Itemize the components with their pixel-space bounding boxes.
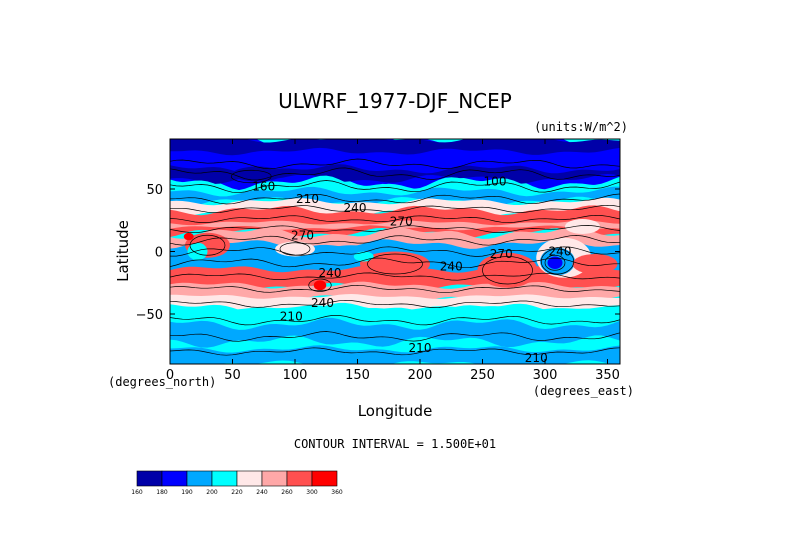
contour-line-13: [170, 315, 620, 326]
colorbar-level-label: 260: [281, 489, 293, 496]
contour-ring-7: [230, 169, 272, 184]
x-axis-label: Longitude: [358, 402, 433, 420]
region-8: [187, 242, 208, 261]
x-axis-ticks: 0 50 100 150 200 250 300 350: [166, 139, 620, 383]
contour-label: 240: [319, 266, 342, 280]
contour-labels: 160 100 210 240 270 270 240 270 240 240 240 210 210 2…: [252, 175, 571, 365]
contour-ring-2: [189, 234, 226, 256]
contour-line-1: [170, 167, 620, 181]
contour-line-3: [170, 193, 620, 205]
contour-line-10: [170, 272, 620, 281]
contour-label: 210: [409, 341, 432, 355]
contour-ring-6: [279, 242, 311, 256]
region-7: [183, 232, 194, 241]
colorbar-swatch: [286, 470, 313, 487]
colorbar: 160 180 190 200 220 240 260 300 360: [131, 470, 343, 496]
colorbar-level-label: 180: [156, 489, 168, 496]
colorbar-level-label: 360: [331, 489, 343, 496]
colorbar-level-label: 220: [231, 489, 243, 496]
colorbar-level-label: 160: [131, 489, 143, 496]
band-4: [170, 186, 620, 207]
contour-line-0: [170, 158, 620, 170]
x-tick-label: 0: [166, 368, 174, 383]
contour-label: 270: [291, 228, 314, 242]
contour-line-6: [170, 225, 620, 234]
contour-line-5: [170, 214, 620, 224]
shaded-bands: [170, 139, 620, 364]
y-tick-label: 0: [155, 246, 163, 261]
band-7: [170, 220, 620, 231]
colorbar-swatch: [161, 470, 188, 487]
colorbar-swatch: [261, 470, 288, 487]
y-tick-label: −50: [136, 308, 163, 323]
contour-ring-0: [482, 256, 533, 285]
colorbar-swatch: [311, 470, 338, 487]
contour-ring-4: [544, 254, 566, 271]
colorbar-level-label: 200: [206, 489, 218, 496]
contour-label: 210: [280, 310, 303, 324]
x-tick-label: 50: [224, 368, 241, 383]
x-unit-label: (degrees_east): [533, 384, 634, 398]
y-axis-ticks: 50 0 −50: [136, 183, 620, 323]
colorbar-level-label: 190: [181, 489, 193, 496]
colorbar-level-label: 300: [306, 489, 318, 496]
region-13: [565, 219, 600, 234]
x-tick-label: 100: [283, 368, 308, 383]
contour-line-15: [170, 347, 620, 356]
region-14: [572, 254, 618, 274]
y-unit-label: (degrees_north): [108, 375, 216, 389]
x-tick-label: 350: [595, 368, 620, 383]
colorbar-swatch: [186, 470, 213, 487]
contour-line-11: [170, 284, 620, 294]
units-label: (units:W/m^2): [534, 120, 628, 134]
colorbar-swatch: [236, 470, 263, 487]
region-5: [547, 256, 563, 269]
contour-line-8: [170, 246, 620, 257]
contour-label: 270: [390, 215, 413, 229]
x-tick-label: 300: [533, 368, 558, 383]
contour-label: 100: [484, 175, 507, 189]
contour-line-9: [170, 257, 620, 269]
contour-label: 210: [525, 351, 548, 365]
contour-line-7: [170, 235, 620, 246]
colorbar-swatch: [136, 470, 163, 487]
region-6: [313, 280, 327, 291]
contour-line-12: [170, 299, 620, 308]
contour-label: 240: [311, 296, 334, 310]
contour-label: 270: [490, 247, 513, 261]
contour-label: 160: [252, 180, 275, 194]
contour-label: 240: [549, 245, 572, 259]
contour-line-2: [170, 180, 620, 194]
band-14: [170, 317, 620, 348]
contour-line-4: [170, 204, 620, 214]
colorbar-swatch: [211, 470, 238, 487]
colorbar-level-label: 240: [256, 489, 268, 496]
region-0: [477, 252, 538, 288]
contour-label: 240: [440, 260, 463, 274]
contour-interval-text: CONTOUR INTERVAL = 1.500E+01: [294, 437, 496, 451]
x-tick-label: 250: [470, 368, 495, 383]
contour-label: 210: [296, 192, 319, 206]
contour-ring-5: [308, 278, 332, 292]
contour-ring-1: [367, 253, 423, 275]
contour-line-14: [170, 331, 620, 342]
contour-label: 240: [344, 201, 367, 215]
contour-ring-3: [540, 248, 575, 275]
x-tick-label: 200: [408, 368, 433, 383]
band-1: [170, 139, 620, 156]
y-tick-label: 50: [146, 183, 163, 198]
contour-lines: [170, 158, 620, 356]
chart-title: ULWRF_1977-DJF_NCEP: [278, 89, 512, 113]
y-axis-label: Latitude: [114, 220, 132, 282]
x-tick-label: 150: [345, 368, 370, 383]
